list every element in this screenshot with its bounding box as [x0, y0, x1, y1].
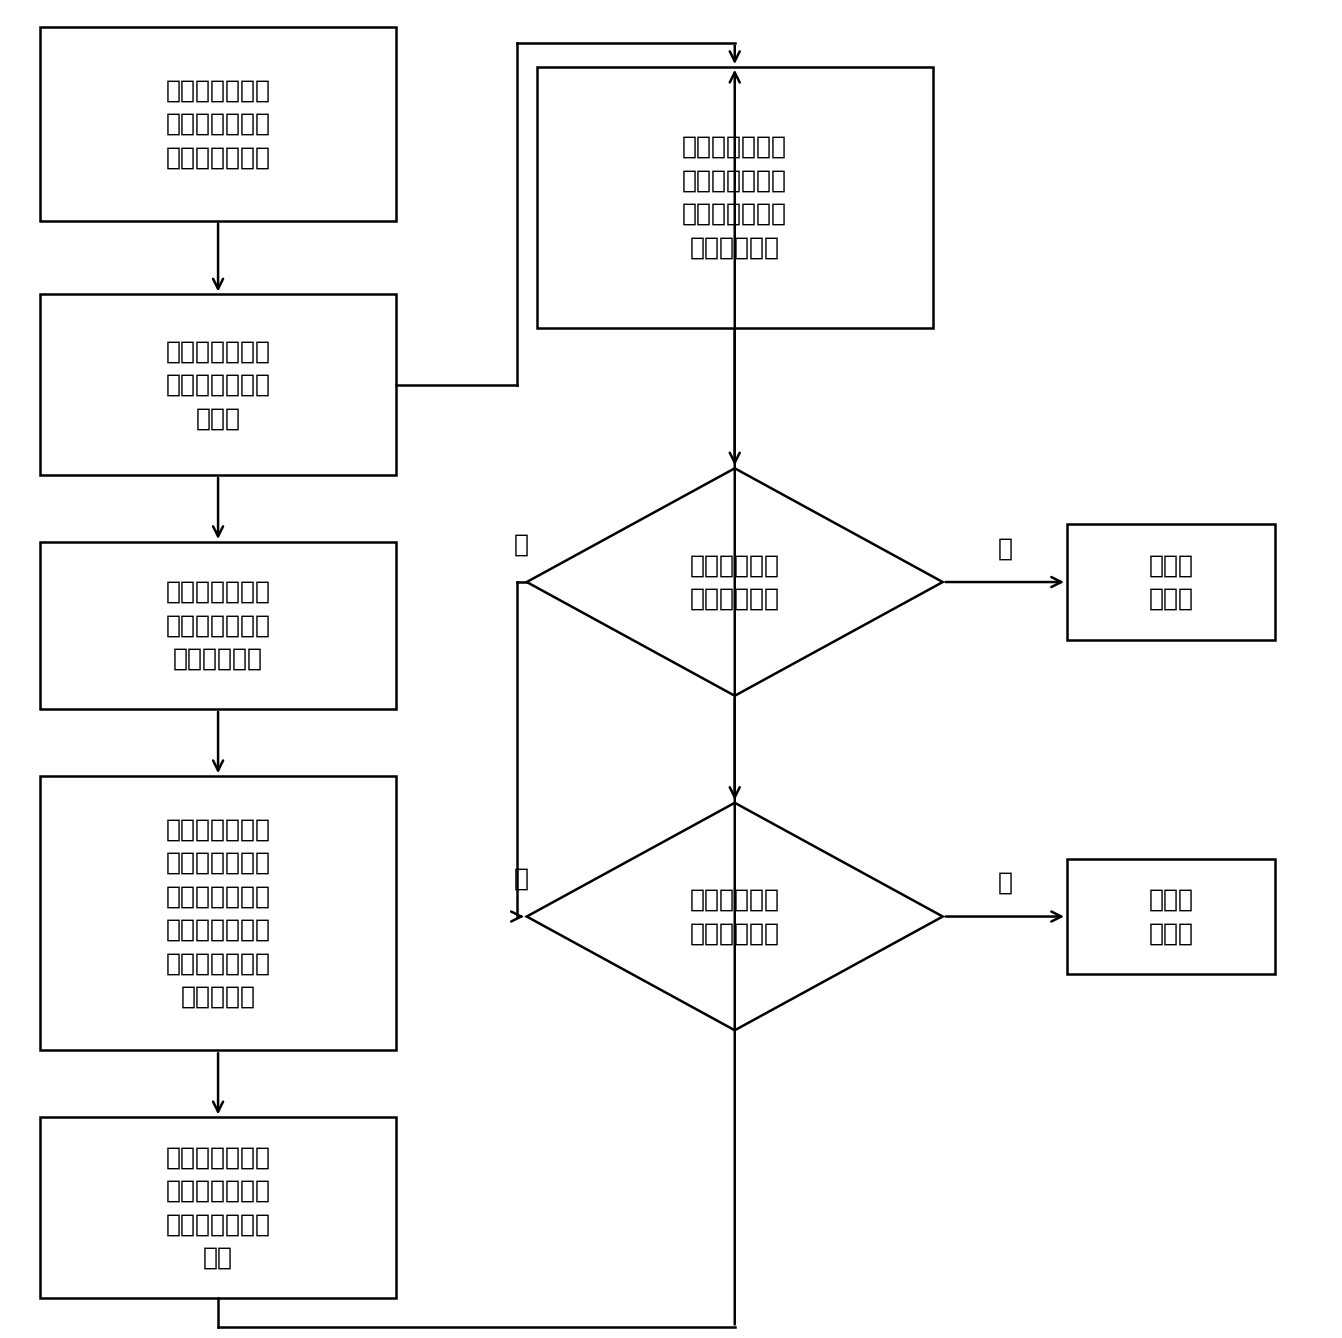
Text: 否: 否 [514, 533, 529, 557]
Bar [40, 542, 396, 709]
Text: 模拟不同大扰动
故障，仿真获得
发电机电磁力矩: 模拟不同大扰动 故障，仿真获得 发电机电磁力矩 [165, 78, 271, 170]
Bar [1067, 859, 1275, 974]
Bar [40, 27, 396, 221]
Text: 计算轴系扭振危
险截面局部扭应
力响应: 计算轴系扭振危 险截面局部扭应 力响应 [165, 339, 271, 431]
Text: 跳机保
护信号: 跳机保 护信号 [1149, 888, 1193, 945]
Text: 确定机组轴系扭
振损伤报警阈值
和扭振跳机保护
阈值: 确定机组轴系扭 振损伤报警阈值 和扭振跳机保护 阈值 [165, 1145, 271, 1270]
Text: 监测机组发电机
三相电流和电压
，实时在线计算
相应电磁力矩: 监测机组发电机 三相电流和电压 ，实时在线计算 相应电磁力矩 [682, 135, 788, 260]
Polygon shape [526, 468, 942, 696]
Text: 是: 是 [997, 537, 1012, 561]
Text: 是否超过扭振
跳机保护阈值: 是否超过扭振 跳机保护阈值 [690, 888, 780, 945]
Polygon shape [526, 803, 942, 1030]
Text: 是否超过扭振
损伤报警阈值: 是否超过扭振 损伤报警阈值 [690, 554, 780, 610]
Bar [40, 776, 396, 1050]
Bar [40, 294, 396, 475]
Text: 是: 是 [997, 871, 1012, 895]
Text: 建立不同故障下
机组电磁力矩最
大值与轴系扭振
危险截面扭振疲
劳寿命损耗之间
的对应关系: 建立不同故障下 机组电磁力矩最 大值与轴系扭振 危险截面扭振疲 劳寿命损耗之间 … [165, 818, 271, 1009]
Text: 否: 否 [514, 867, 529, 891]
Bar [40, 1117, 396, 1298]
Bar [1067, 524, 1275, 640]
Text: 计算机组轴系扭
振危险截面扭振
疲劳寿命损耗: 计算机组轴系扭 振危险截面扭振 疲劳寿命损耗 [165, 579, 271, 672]
Text: 扭振损
伤报警: 扭振损 伤报警 [1149, 554, 1193, 610]
Bar [537, 67, 933, 328]
